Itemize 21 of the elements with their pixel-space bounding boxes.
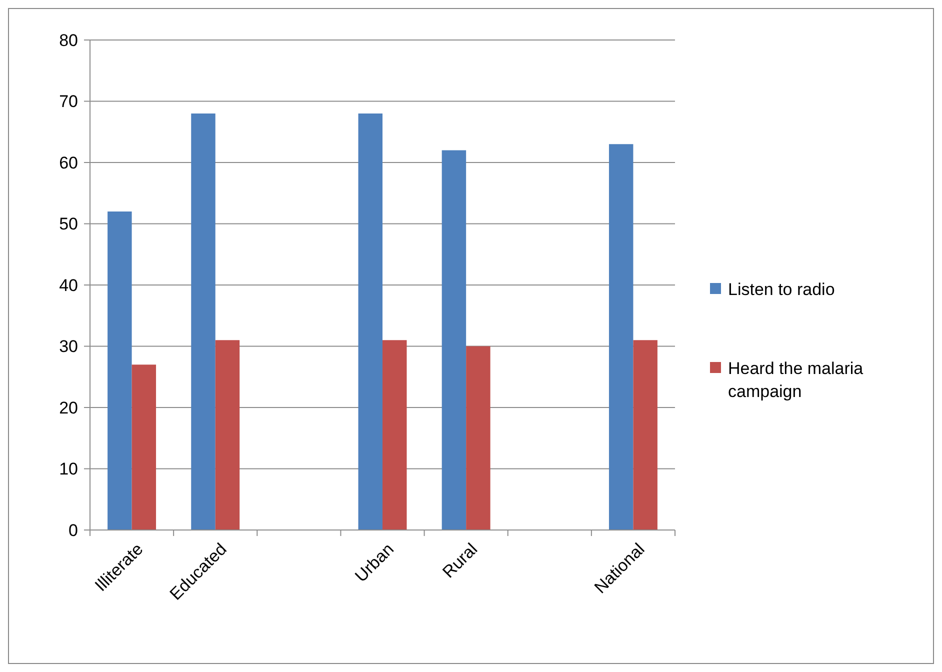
- y-tick-label: 80: [59, 30, 78, 50]
- y-tick-label: 70: [59, 92, 78, 112]
- bar: [358, 114, 382, 530]
- bar: [633, 340, 658, 530]
- y-tick-label: 50: [59, 214, 78, 234]
- bar: [382, 340, 407, 530]
- bar: [108, 212, 132, 530]
- bar: [466, 346, 490, 530]
- bar: [608, 144, 634, 530]
- bar: [442, 150, 466, 530]
- y-tick-label: 0: [68, 520, 78, 540]
- y-tick-label: 40: [59, 276, 78, 295]
- legend-label: Listen to radio: [728, 280, 835, 299]
- bar: [215, 340, 240, 530]
- bar: [132, 364, 156, 530]
- y-tick-label: 30: [59, 337, 78, 356]
- y-tick-label: 60: [59, 153, 78, 172]
- y-tick-label: 10: [59, 460, 78, 479]
- y-tick-label: 20: [59, 398, 78, 418]
- bar: [191, 114, 216, 530]
- legend-label: Heard the malaria campaign: [728, 358, 864, 401]
